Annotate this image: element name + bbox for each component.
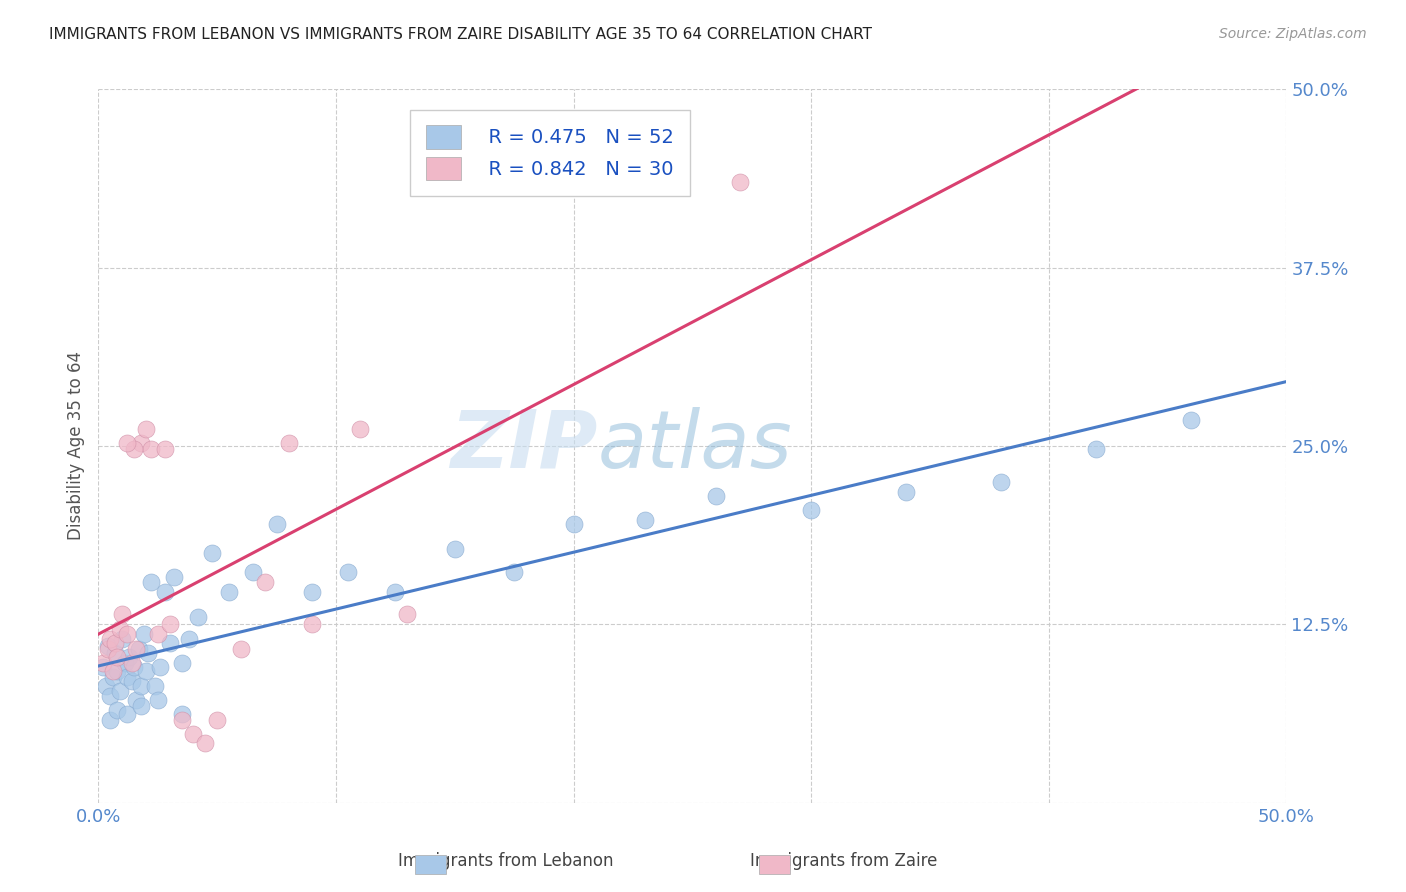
Point bbox=[218, 584, 240, 599]
Point bbox=[94, 679, 117, 693]
Point bbox=[336, 565, 359, 579]
Point bbox=[98, 713, 121, 727]
Point bbox=[135, 665, 157, 679]
Point bbox=[503, 565, 526, 579]
Point bbox=[121, 656, 143, 670]
Point bbox=[104, 636, 127, 650]
Text: ZIP: ZIP bbox=[450, 407, 598, 485]
Point bbox=[139, 574, 162, 589]
Point bbox=[728, 175, 751, 189]
Point bbox=[97, 639, 120, 653]
Point bbox=[111, 607, 134, 622]
Point bbox=[125, 693, 148, 707]
Point bbox=[146, 693, 169, 707]
Point bbox=[153, 442, 176, 456]
Point bbox=[163, 570, 186, 584]
Point bbox=[149, 660, 172, 674]
Point bbox=[1085, 442, 1108, 456]
Point bbox=[562, 517, 585, 532]
Point bbox=[108, 622, 131, 636]
Point bbox=[136, 646, 159, 660]
Point bbox=[301, 617, 323, 632]
Point bbox=[101, 670, 124, 684]
Point bbox=[129, 698, 152, 713]
Point bbox=[108, 684, 131, 698]
Point bbox=[159, 617, 181, 632]
Point bbox=[349, 422, 371, 436]
Point bbox=[194, 736, 217, 750]
Point bbox=[1180, 413, 1202, 427]
Point bbox=[91, 656, 114, 670]
Point bbox=[159, 636, 181, 650]
Point bbox=[266, 517, 288, 532]
Point bbox=[896, 484, 918, 499]
Point bbox=[101, 665, 124, 679]
Point bbox=[990, 475, 1012, 489]
Point bbox=[132, 627, 155, 641]
Legend:   R = 0.475   N = 52,   R = 0.842   N = 30: R = 0.475 N = 52, R = 0.842 N = 30 bbox=[411, 110, 690, 196]
Point bbox=[177, 632, 200, 646]
Point bbox=[129, 679, 152, 693]
Point bbox=[207, 713, 229, 727]
Point bbox=[634, 513, 657, 527]
Point bbox=[114, 656, 136, 670]
Point bbox=[107, 665, 129, 679]
Point bbox=[201, 546, 224, 560]
Text: Source: ZipAtlas.com: Source: ZipAtlas.com bbox=[1219, 27, 1367, 41]
Point bbox=[115, 436, 138, 450]
Point bbox=[170, 707, 193, 722]
Point bbox=[704, 489, 727, 503]
Text: Immigrants from Zaire: Immigrants from Zaire bbox=[749, 852, 938, 870]
Point bbox=[98, 632, 121, 646]
Point bbox=[128, 641, 150, 656]
Point bbox=[187, 610, 209, 624]
Point bbox=[384, 584, 406, 599]
Point bbox=[146, 627, 169, 641]
Text: Immigrants from Lebanon: Immigrants from Lebanon bbox=[398, 852, 614, 870]
Point bbox=[104, 646, 127, 660]
Point bbox=[153, 584, 176, 599]
Point bbox=[98, 689, 121, 703]
Point bbox=[91, 660, 114, 674]
Point bbox=[229, 641, 252, 656]
Point bbox=[396, 607, 419, 622]
Point bbox=[242, 565, 264, 579]
Point bbox=[183, 727, 205, 741]
Point bbox=[170, 713, 193, 727]
Point bbox=[122, 442, 145, 456]
Point bbox=[115, 707, 138, 722]
Point bbox=[97, 641, 120, 656]
Point bbox=[125, 641, 148, 656]
Y-axis label: Disability Age 35 to 64: Disability Age 35 to 64 bbox=[66, 351, 84, 541]
Point bbox=[170, 656, 193, 670]
Point bbox=[111, 632, 134, 646]
Point bbox=[115, 670, 138, 684]
Point bbox=[139, 442, 162, 456]
Point bbox=[107, 650, 129, 665]
Point bbox=[277, 436, 299, 450]
Point bbox=[800, 503, 823, 517]
Point bbox=[444, 541, 467, 556]
Point bbox=[301, 584, 323, 599]
Point bbox=[253, 574, 276, 589]
Point bbox=[118, 650, 141, 665]
Point bbox=[121, 674, 143, 689]
Point bbox=[129, 436, 152, 450]
Point bbox=[135, 422, 157, 436]
Point bbox=[122, 660, 145, 674]
Text: IMMIGRANTS FROM LEBANON VS IMMIGRANTS FROM ZAIRE DISABILITY AGE 35 TO 64 CORRELA: IMMIGRANTS FROM LEBANON VS IMMIGRANTS FR… bbox=[49, 27, 872, 42]
Text: atlas: atlas bbox=[598, 407, 792, 485]
Point bbox=[115, 627, 138, 641]
Point bbox=[145, 679, 167, 693]
Point bbox=[107, 703, 129, 717]
